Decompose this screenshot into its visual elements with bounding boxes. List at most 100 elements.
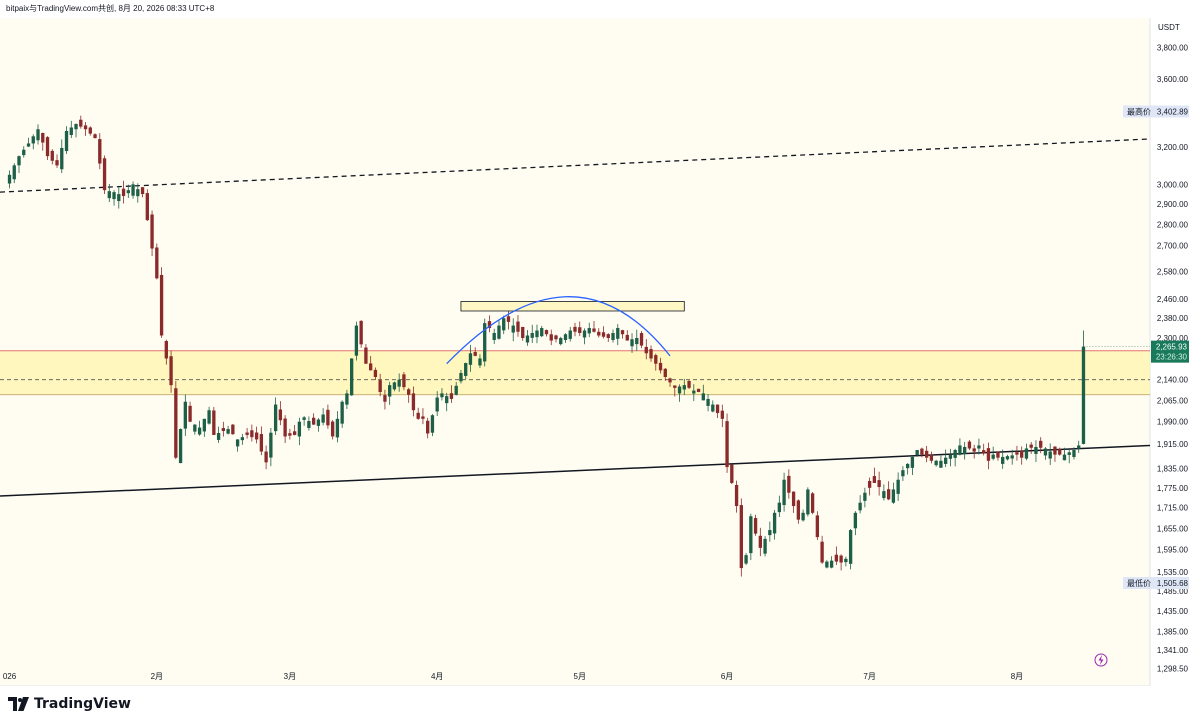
candle <box>487 315 492 333</box>
candle-body <box>953 450 957 458</box>
candle <box>1010 449 1014 465</box>
candle <box>886 481 891 501</box>
candle-body <box>573 326 577 332</box>
candle-body <box>174 388 178 458</box>
candle-body <box>492 332 496 340</box>
candle <box>630 333 634 353</box>
candle-body <box>1015 452 1019 455</box>
candle <box>112 190 116 206</box>
candle <box>155 243 159 280</box>
candle-body <box>359 320 363 345</box>
candle-body <box>782 479 786 506</box>
time-axis[interactable]: 026 2月 3月 4月 5月 6月 7月 8月 <box>3 672 1023 681</box>
candle-body <box>483 323 487 362</box>
candle <box>17 155 21 173</box>
candle-body <box>739 505 743 569</box>
candle <box>877 471 881 496</box>
candle-body <box>140 187 145 195</box>
support-resistance-zone[interactable] <box>0 350 1150 396</box>
candle-body <box>1043 448 1048 456</box>
candle-body <box>853 512 858 529</box>
candle <box>692 384 696 402</box>
candle-body <box>278 409 283 421</box>
candle <box>882 484 886 501</box>
dashed-trendline[interactable] <box>0 138 1151 193</box>
candle-body <box>193 424 197 432</box>
candle <box>620 329 625 339</box>
candle <box>212 406 216 436</box>
price-axis[interactable]: USDT 3,800.00 3,600.00 3,200.00 3,000.00 2,90… <box>1157 23 1189 674</box>
resistance-box[interactable] <box>460 301 685 312</box>
candle <box>464 362 468 380</box>
candle-body <box>221 428 226 431</box>
candle-body <box>882 491 886 499</box>
candle <box>131 181 135 199</box>
candle-body <box>269 432 273 458</box>
candle <box>388 381 392 405</box>
candle <box>601 326 606 339</box>
candle <box>159 267 164 338</box>
candle <box>820 535 824 565</box>
candle-body <box>1062 454 1067 461</box>
candle-body <box>31 136 35 144</box>
candle-body <box>967 441 972 449</box>
price-tick-label: 2,900.00 <box>1157 200 1189 209</box>
candle <box>673 385 677 397</box>
price-tick-label: 2,140.00 <box>1157 376 1189 385</box>
candle-body <box>896 479 900 494</box>
price-chart[interactable]: USDT 3,800.00 3,600.00 3,200.00 3,000.00 2,90… <box>0 0 1200 686</box>
candle-body <box>397 379 401 387</box>
candle-body <box>753 518 758 534</box>
candle <box>93 133 97 139</box>
candle-body <box>430 415 435 433</box>
candle <box>1015 445 1019 461</box>
price-tick-label: 1,535.00 <box>1157 568 1189 577</box>
low-price-tag-bg <box>1123 576 1189 589</box>
candle-body <box>7 174 12 184</box>
candle-body <box>502 318 506 331</box>
candle-body <box>449 393 454 399</box>
candle-body <box>454 385 458 395</box>
candle <box>848 528 853 570</box>
zone-fill[interactable] <box>0 350 1150 395</box>
candle <box>910 455 915 475</box>
candle-body <box>164 341 168 359</box>
candle <box>98 133 102 170</box>
candle-body <box>112 192 116 200</box>
candle-body <box>1020 450 1024 458</box>
candle <box>787 469 791 499</box>
candle <box>563 333 568 343</box>
price-tick-label: 3,800.00 <box>1157 44 1189 53</box>
candle <box>378 373 382 397</box>
candle <box>69 120 73 139</box>
candle <box>136 183 140 203</box>
candle-body <box>60 147 64 170</box>
candle-body <box>829 560 834 568</box>
candle <box>79 115 83 129</box>
candle <box>858 495 862 514</box>
price-tick-label: 1,655.00 <box>1157 524 1189 533</box>
annotations[interactable] <box>446 296 685 365</box>
rounded-top-arc[interactable] <box>446 296 671 365</box>
candle <box>483 318 487 367</box>
price-tick-label: 1,435.00 <box>1157 607 1189 616</box>
candlesticks <box>7 115 1086 577</box>
lightning-icon[interactable] <box>1094 653 1108 667</box>
candle-body <box>810 493 815 513</box>
candle-body <box>302 417 306 420</box>
candle <box>972 444 976 459</box>
candle-body <box>1048 451 1052 459</box>
candle-body <box>758 535 762 548</box>
candle-body <box>1058 449 1062 455</box>
tradingview-logo[interactable]: TradingView <box>8 696 131 712</box>
candle <box>31 134 35 150</box>
candle-body <box>568 330 572 339</box>
candle-body <box>963 446 967 454</box>
candle <box>297 417 302 446</box>
candle <box>174 381 178 460</box>
candle-body <box>445 396 449 404</box>
candle-body <box>240 437 245 441</box>
candle-body <box>45 137 50 157</box>
candle-body <box>416 412 420 419</box>
candle-body <box>388 385 392 397</box>
